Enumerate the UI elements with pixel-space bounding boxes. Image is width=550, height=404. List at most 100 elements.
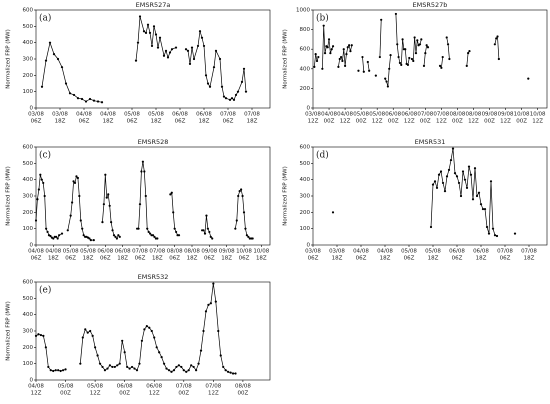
point [420, 38, 423, 41]
x-tick-label: 06Z [404, 256, 415, 262]
point [52, 53, 56, 56]
point [348, 44, 351, 47]
point [170, 48, 174, 51]
point [81, 336, 84, 339]
panel-label: (b) [316, 13, 329, 24]
point [45, 227, 48, 230]
point [202, 44, 206, 48]
point [173, 227, 176, 230]
point [220, 85, 224, 88]
point [362, 70, 365, 73]
x-tick-label: 18Z [524, 256, 535, 262]
point [196, 44, 200, 48]
point [144, 194, 147, 198]
point [138, 15, 142, 18]
point [431, 183, 435, 186]
point [167, 369, 171, 372]
x-tick-label: 18Z [152, 256, 163, 262]
y-tick-label: 100 [23, 226, 34, 232]
x-tick-label: 07/08 [497, 249, 513, 255]
point [483, 207, 487, 211]
point [414, 52, 418, 55]
y-tick-label: 600 [300, 145, 311, 151]
point [345, 53, 348, 56]
x-tick-label: 00Z [420, 119, 431, 125]
point [40, 178, 43, 181]
point [224, 97, 228, 100]
point [175, 230, 178, 234]
point [130, 365, 134, 369]
x-tick-label: 09/08 [498, 112, 514, 118]
point [238, 190, 241, 193]
point [386, 85, 389, 88]
x-tick-label: 03/08 [305, 249, 321, 255]
x-tick-label: 03/08 [305, 112, 321, 118]
x-tick-label: 12Z [404, 119, 415, 125]
point [313, 65, 316, 68]
panel-title: EMSR527b [413, 1, 448, 9]
point [349, 50, 352, 53]
x-tick-label: 06/08 [401, 112, 417, 118]
x-tick-label: 10/08 [530, 112, 546, 118]
point [485, 225, 489, 229]
point [513, 232, 517, 235]
x-tick-label: 18Z [103, 119, 114, 125]
point [244, 90, 248, 93]
x-tick-label: 04/08 [321, 112, 337, 118]
point [214, 49, 218, 52]
point [489, 180, 493, 183]
point [445, 175, 449, 178]
x-tick-label: 00Z [356, 119, 367, 125]
x-tick-label: 18Z [247, 119, 258, 125]
point [212, 66, 216, 69]
x-tick-label: 05/08 [148, 112, 164, 118]
point [44, 346, 47, 349]
y-tick-label: 500 [23, 296, 34, 302]
point [388, 67, 391, 70]
point [40, 85, 44, 88]
x-tick-label: 04/08 [337, 112, 353, 118]
y-tick-label: 600 [300, 47, 311, 53]
point [346, 46, 349, 49]
point [150, 44, 154, 48]
point [144, 31, 148, 34]
point [134, 59, 138, 62]
x-tick-label: 18Z [151, 119, 162, 125]
series-line [35, 283, 236, 374]
point [439, 170, 443, 173]
point [229, 371, 232, 374]
point [146, 227, 149, 230]
point [180, 365, 183, 369]
x-tick-label: 12Z [308, 119, 319, 125]
point [110, 221, 113, 224]
point [413, 36, 416, 39]
point [527, 77, 530, 80]
x-tick-label: 06Z [31, 256, 42, 262]
x-tick-label: 12Z [208, 391, 219, 397]
point [361, 55, 364, 59]
x-tick-label: 06Z [169, 256, 180, 262]
x-tick-label: 18Z [221, 256, 232, 262]
point [107, 193, 110, 196]
point [165, 367, 168, 370]
x-tick-label: 12Z [468, 119, 479, 125]
point [64, 82, 68, 85]
point [242, 211, 246, 214]
point [48, 41, 52, 44]
y-tick-label: 500 [23, 24, 34, 30]
y-tick-label: 300 [23, 194, 34, 200]
point [169, 193, 172, 196]
y-tick-label: 200 [300, 86, 311, 92]
x-tick-label: 05/08 [80, 249, 96, 255]
point [52, 237, 55, 240]
point [228, 98, 232, 101]
point [91, 334, 94, 337]
x-tick-label: 06/08 [385, 112, 401, 118]
x-tick-label: 18Z [48, 256, 59, 262]
point [212, 282, 215, 285]
y-tick-label: 100 [23, 89, 34, 95]
point [341, 59, 344, 63]
point [100, 101, 104, 104]
x-tick-label: 18Z [55, 119, 66, 125]
point [374, 74, 377, 77]
